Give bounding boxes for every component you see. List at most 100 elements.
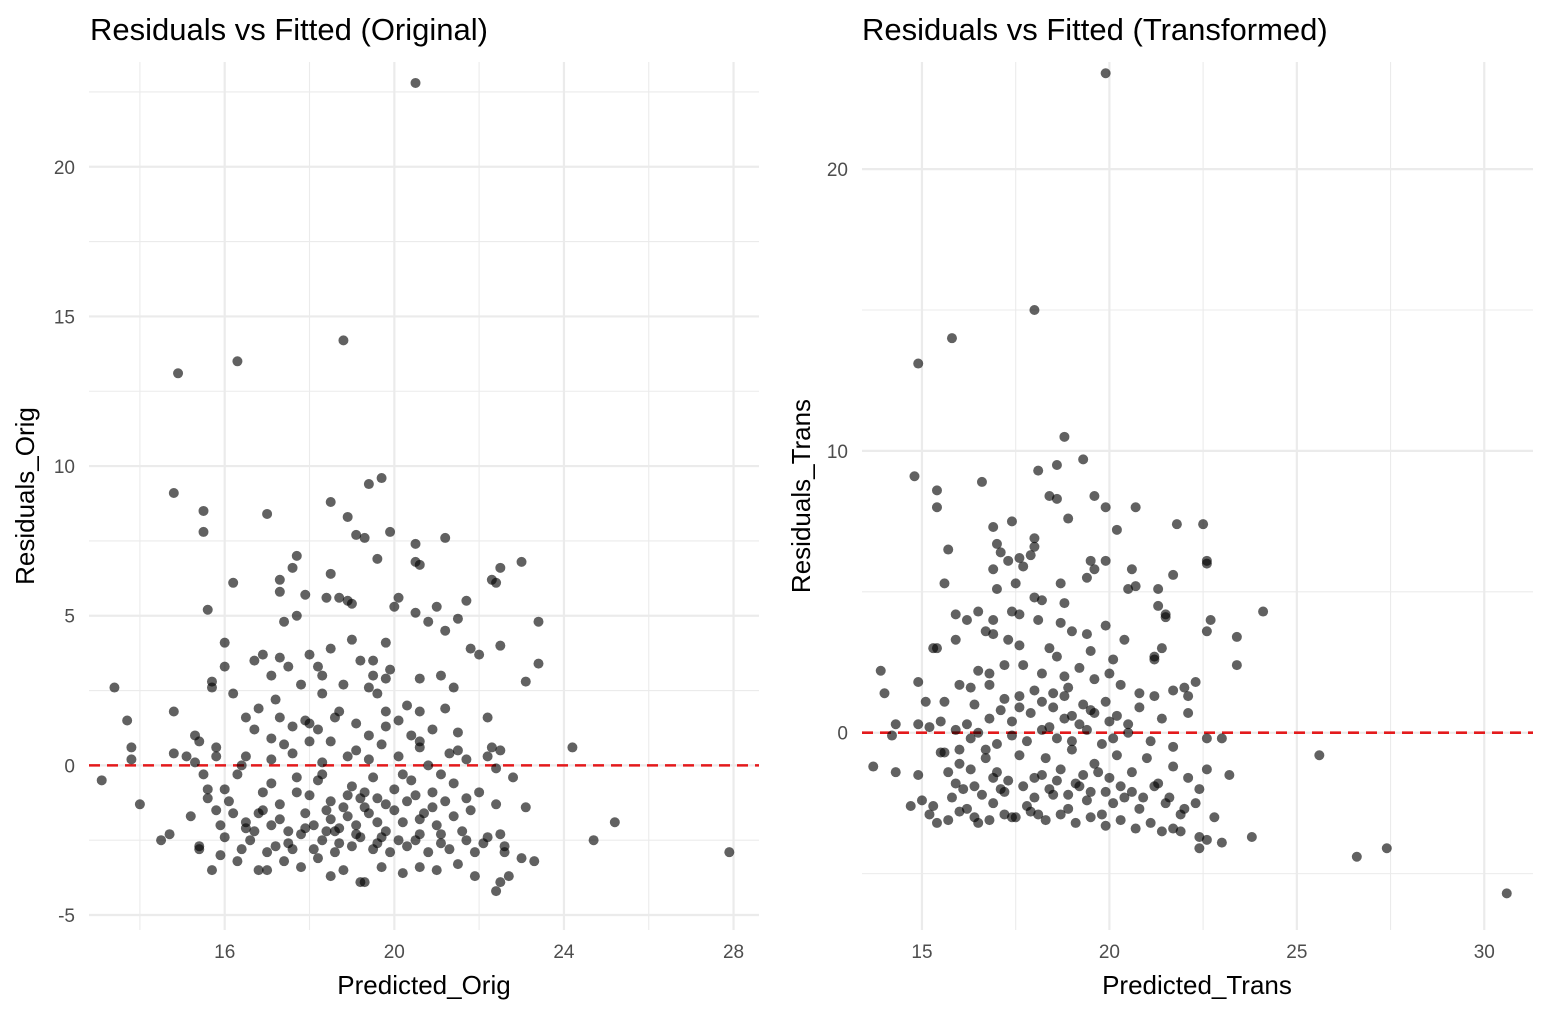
right-data-point	[1033, 809, 1044, 820]
left-data-point	[300, 823, 311, 834]
left-data-point	[461, 595, 472, 606]
right-data-point	[931, 643, 942, 654]
right-x-tick-label: 25	[1286, 942, 1307, 963]
right-data-point	[920, 696, 931, 707]
right-data-point	[1051, 651, 1062, 662]
right-data-point	[1168, 569, 1179, 580]
left-data-point	[440, 796, 451, 807]
left-data-point	[423, 760, 434, 771]
right-data-point	[1089, 491, 1100, 501]
right-data-point	[1201, 834, 1212, 845]
left-data-point	[266, 820, 277, 831]
left-data-point	[474, 649, 485, 660]
right-data-point	[1029, 533, 1040, 544]
right-data-point	[1006, 716, 1017, 727]
right-data-point	[1160, 609, 1171, 620]
left-data-point	[228, 577, 239, 588]
left-data-point	[325, 871, 336, 882]
left-data-point	[249, 724, 260, 735]
left-data-point	[440, 532, 451, 543]
left-data-point	[503, 871, 514, 882]
left-data-point	[491, 886, 502, 897]
right-data-point	[946, 333, 957, 344]
right-data-point	[1048, 688, 1059, 699]
right-data-point	[1216, 733, 1227, 744]
left-data-point	[257, 649, 268, 660]
right-data-point	[1168, 823, 1179, 834]
right-data-point	[939, 578, 950, 589]
left-data-point	[215, 850, 226, 861]
left-data-point	[478, 838, 489, 849]
left-x-tick-label: 28	[723, 942, 744, 963]
right-data-point	[1018, 781, 1029, 792]
right-data-point	[1194, 832, 1205, 842]
left-data-point	[236, 760, 247, 771]
left-data-point	[164, 829, 175, 840]
right-data-point	[1006, 730, 1017, 741]
left-data-point	[448, 811, 459, 822]
left-data-point	[236, 844, 247, 855]
left-data-point	[355, 832, 366, 843]
left-x-axis-title: Predicted_Orig	[337, 970, 510, 1000]
left-data-point	[240, 751, 251, 762]
left-data-point	[533, 616, 544, 627]
right-data-point	[890, 767, 901, 778]
right-data-point	[1134, 702, 1145, 713]
right-data-point	[1081, 629, 1092, 640]
left-data-point	[385, 847, 396, 858]
right-data-point	[958, 784, 969, 795]
left-data-point	[211, 751, 222, 762]
right-data-point	[1351, 851, 1362, 862]
left-data-point	[457, 826, 468, 837]
left-data-points	[96, 77, 735, 897]
left-data-point	[228, 808, 239, 819]
left-data-point	[232, 856, 243, 867]
right-data-point	[1126, 786, 1137, 797]
left-data-point	[465, 805, 476, 816]
right-data-point	[913, 358, 924, 369]
right-data-point	[950, 778, 961, 789]
right-data-point	[1029, 541, 1040, 552]
right-data-point	[1036, 696, 1047, 707]
right-data-point	[1044, 784, 1055, 795]
left-data-point	[393, 592, 404, 603]
left-data-point	[190, 757, 201, 768]
right-data-point	[1156, 643, 1167, 654]
right-data-point	[1066, 736, 1077, 747]
right-data-point	[1258, 606, 1269, 617]
left-data-point	[414, 673, 425, 684]
left-data-point	[376, 862, 387, 873]
left-data-point	[249, 655, 260, 666]
left-data-point	[427, 787, 438, 798]
left-data-point	[380, 673, 391, 684]
right-data-point	[1066, 744, 1077, 755]
left-data-point	[211, 742, 222, 753]
right-data-point	[1179, 682, 1190, 693]
left-data-point	[312, 775, 323, 786]
right-data-point	[1089, 758, 1100, 769]
right-data-point	[1085, 555, 1096, 566]
left-data-point	[206, 865, 217, 876]
left-data-point	[402, 796, 413, 807]
left-data-point	[359, 787, 370, 798]
right-data-point	[1168, 685, 1179, 696]
right-data-point	[1183, 772, 1194, 783]
left-data-point	[249, 826, 260, 837]
right-data-point	[950, 609, 961, 620]
left-data-point	[304, 736, 315, 747]
left-data-point	[440, 703, 451, 714]
right-data-point	[943, 815, 954, 826]
right-data-point	[988, 522, 999, 532]
left-data-point	[359, 802, 370, 813]
left-data-point	[194, 844, 205, 855]
right-data-point	[1149, 691, 1160, 702]
right-data-point	[1014, 640, 1025, 651]
right-data-point	[1070, 778, 1081, 789]
right-data-point	[1134, 688, 1145, 699]
right-data-point	[1051, 460, 1062, 470]
left-data-point	[448, 778, 459, 789]
left-data-point	[304, 649, 315, 660]
right-data-point	[1130, 581, 1141, 592]
right-data-point	[868, 761, 879, 772]
left-data-point	[308, 844, 319, 855]
